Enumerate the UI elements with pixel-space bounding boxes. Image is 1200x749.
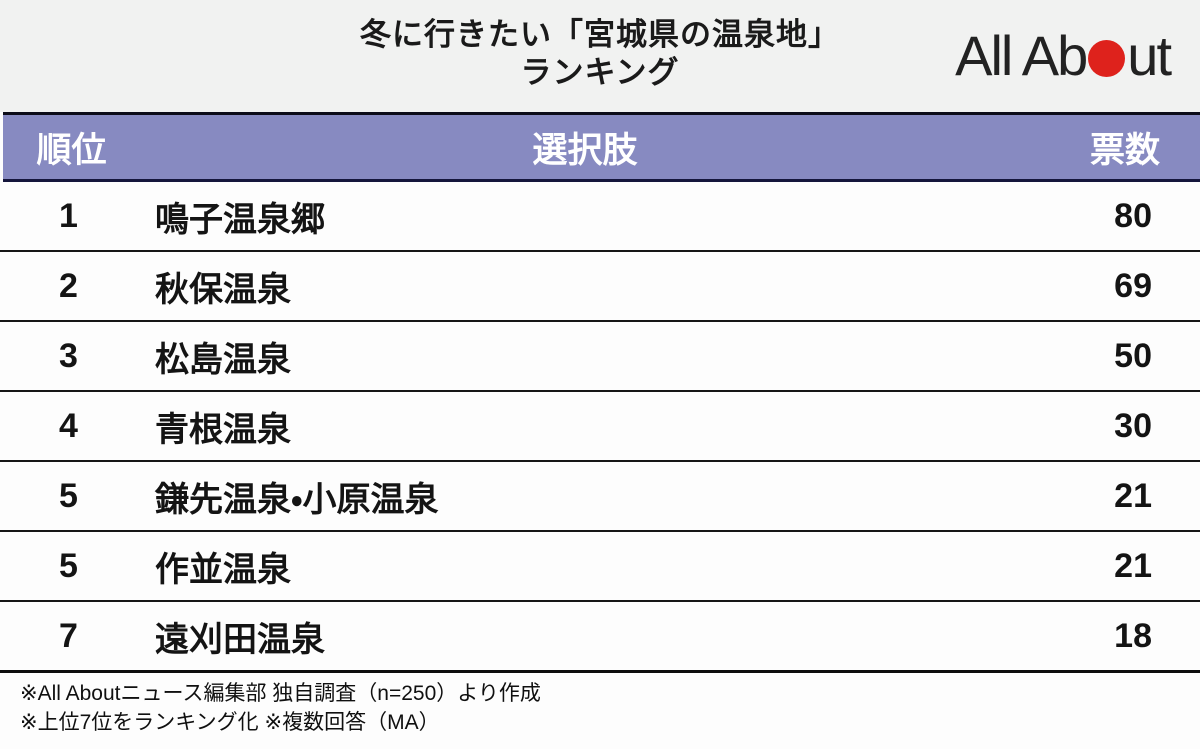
table-header-row: 順位 選択肢 票数 xyxy=(3,112,1200,182)
votes-cell: 30 xyxy=(1114,406,1152,445)
table-row: 1 鳴子温泉郷 80 xyxy=(0,182,1200,252)
footnote-line-2: ※上位7位をランキング化 ※複数回答（MA） xyxy=(20,711,440,734)
votes-cell: 21 xyxy=(1114,476,1152,515)
title-line-2: ランキング xyxy=(520,55,680,90)
table-row: 5 鎌先温泉・小原温泉 21 xyxy=(0,462,1200,532)
rank-cell: 5 xyxy=(59,546,78,585)
page-title: 冬に行きたい「宮城県の温泉地」 ランキング xyxy=(0,16,1200,92)
votes-cell: 80 xyxy=(1114,196,1152,235)
table-row: 4 青根温泉 30 xyxy=(0,392,1200,462)
votes-cell: 50 xyxy=(1114,336,1152,375)
footnotes: ※All Aboutニュース編集部 独自調査（n=250）より作成 ※上位7位を… xyxy=(0,673,1200,737)
votes-cell: 21 xyxy=(1114,546,1152,585)
logo-red-dot-icon xyxy=(1088,39,1126,77)
title-bar: 冬に行きたい「宮城県の温泉地」 ランキング All Ab ut xyxy=(0,0,1200,112)
ranking-table: 順位 選択肢 票数 1 鳴子温泉郷 80 2 秋保温泉 69 3 松島温泉 50 4 青根温泉 30 5… xyxy=(0,112,1200,673)
choice-cell: 遠刈田温泉 xyxy=(155,620,325,659)
footnote-line-1: ※All Aboutニュース編集部 独自調査（n=250）より作成 xyxy=(20,682,541,705)
column-header-rank: 順位 xyxy=(36,130,107,170)
choice-cell: 秋保温泉 xyxy=(155,270,291,309)
allabout-logo: All Ab ut xyxy=(955,18,1172,92)
table-row: 5 作並温泉 21 xyxy=(0,532,1200,602)
rank-cell: 2 xyxy=(59,266,78,305)
column-header-votes: 票数 xyxy=(1089,130,1160,170)
choice-cell: 鳴子温泉郷 xyxy=(155,200,325,239)
votes-cell: 69 xyxy=(1114,266,1152,305)
votes-cell: 18 xyxy=(1114,616,1152,655)
rank-cell: 5 xyxy=(59,476,78,515)
choice-cell: 青根温泉 xyxy=(155,410,291,449)
table-row: 2 秋保温泉 69 xyxy=(0,252,1200,322)
table-row: 7 遠刈田温泉 18 xyxy=(0,602,1200,673)
choice-cell: 作並温泉 xyxy=(155,550,291,589)
title-line-1: 冬に行きたい「宮城県の温泉地」 xyxy=(360,17,840,52)
table-row: 3 松島温泉 50 xyxy=(0,322,1200,392)
rank-cell: 1 xyxy=(59,196,78,235)
logo-text-right: ut xyxy=(1127,23,1172,87)
table-body: 1 鳴子温泉郷 80 2 秋保温泉 69 3 松島温泉 50 4 青根温泉 30 5 鎌先温泉・小原温泉 2… xyxy=(0,182,1200,673)
choice-cell: 鎌先温泉・小原温泉 xyxy=(155,480,439,519)
column-header-choice: 選択肢 xyxy=(532,130,638,170)
choice-cell: 松島温泉 xyxy=(155,340,291,379)
logo-text-left: All Ab xyxy=(955,23,1088,87)
rank-cell: 7 xyxy=(59,616,78,655)
rank-cell: 4 xyxy=(59,406,78,445)
rank-cell: 3 xyxy=(59,336,78,375)
